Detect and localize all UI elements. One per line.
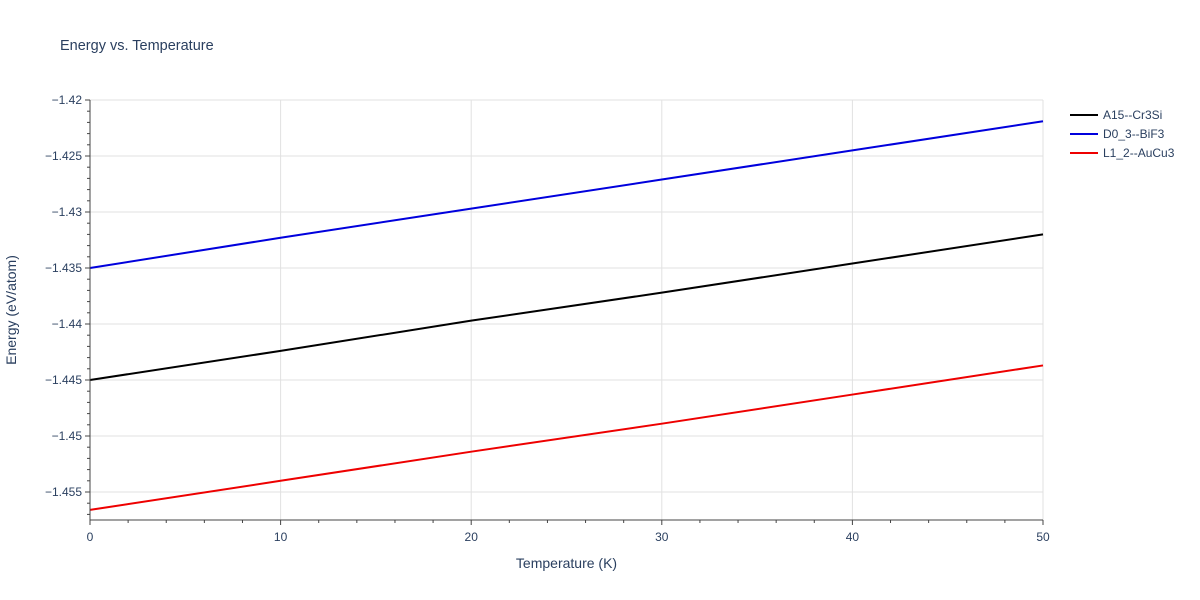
y-tick-label: −1.43 — [52, 205, 83, 219]
x-axis-label: Temperature (K) — [516, 555, 617, 571]
y-tick-label: −1.44 — [52, 317, 83, 331]
x-tick-label: 20 — [465, 530, 479, 544]
y-tick-label: −1.425 — [45, 149, 82, 163]
y-tick-label: −1.45 — [52, 429, 83, 443]
minor-ticks — [87, 99, 1006, 523]
legend: A15--Cr3Si D0_3--BiF3 L1_2--AuCu3 — [1070, 108, 1175, 160]
y-axis-label: Energy (eV/atom) — [3, 255, 19, 365]
legend-label: D0_3--BiF3 — [1103, 127, 1165, 141]
series-line — [89, 120, 1044, 269]
y-tick-label: −1.455 — [45, 485, 82, 499]
grid — [89, 99, 1044, 520]
x-tick-label: 30 — [655, 530, 669, 544]
x-tick-label: 10 — [274, 530, 288, 544]
x-tick-label: 0 — [87, 530, 94, 544]
x-tick-labels: 0 10 20 30 40 50 — [87, 520, 1050, 544]
series-line — [89, 364, 1044, 511]
legend-label: A15--Cr3Si — [1103, 108, 1162, 122]
series-line — [89, 233, 1044, 381]
y-tick-labels: −1.42 −1.425 −1.43 −1.435 −1.44 −1.445 −1.45 −1… — [45, 93, 90, 499]
chart-title: Energy vs. Temperature — [60, 38, 214, 54]
y-tick-label: −1.42 — [52, 93, 83, 107]
x-tick-label: 40 — [846, 530, 860, 544]
series-layer — [89, 120, 1044, 511]
x-tick-label: 50 — [1036, 530, 1050, 544]
y-tick-label: −1.435 — [45, 261, 82, 275]
y-tick-label: −1.445 — [45, 373, 82, 387]
legend-label: L1_2--AuCu3 — [1103, 146, 1175, 160]
